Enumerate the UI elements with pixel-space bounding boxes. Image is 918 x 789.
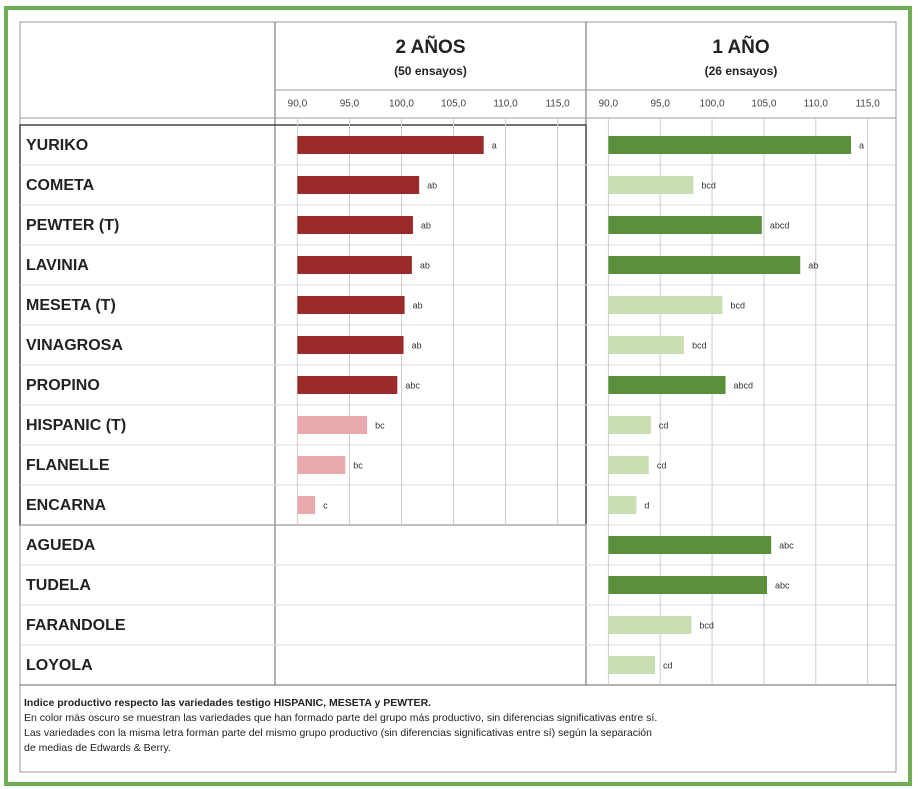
row-label: YURIKO	[26, 137, 88, 154]
bar	[608, 296, 723, 314]
bar	[608, 256, 801, 274]
row-label: TUDELA	[26, 577, 91, 594]
row-label: AGUEDA	[26, 537, 96, 554]
group-letter: cd	[657, 460, 667, 470]
group-letter: bcd	[692, 340, 707, 350]
bar	[297, 256, 412, 274]
row-label: PEWTER (T)	[26, 217, 119, 234]
group-letter: bcd	[730, 300, 745, 310]
bar	[608, 336, 685, 354]
bar	[608, 656, 656, 674]
group-letter: abcd	[770, 220, 790, 230]
group-letter: bc	[375, 420, 385, 430]
panel-subtitle: (26 ensayos)	[705, 64, 778, 78]
group-letter: abc	[405, 380, 420, 390]
group-letter: cd	[663, 660, 673, 670]
row-label: MESETA (T)	[26, 297, 116, 314]
bar	[608, 576, 768, 594]
group-letter: d	[644, 500, 649, 510]
x-tick-label: 100,0	[700, 99, 725, 110]
x-tick-label: 95,0	[650, 99, 670, 110]
x-tick-label: 115,0	[855, 99, 880, 110]
bar	[608, 496, 637, 514]
group-letter: bc	[353, 460, 363, 470]
bar	[608, 376, 726, 394]
x-tick-label: 105,0	[441, 99, 466, 110]
note: Las variedades con la misma letra forman…	[24, 727, 652, 739]
row-label: FARANDOLE	[26, 617, 126, 634]
row-label: COMETA	[26, 177, 95, 194]
group-letter: abc	[775, 580, 790, 590]
panel-subtitle: (50 ensayos)	[394, 64, 467, 78]
row-label: FLANELLE	[26, 457, 110, 474]
row-label: ENCARNA	[26, 497, 106, 514]
group-letter: ab	[421, 220, 431, 230]
bar	[297, 496, 316, 514]
group-letter: ab	[420, 260, 430, 270]
group-letter: cd	[659, 420, 669, 430]
x-tick-label: 115,0	[545, 99, 570, 110]
bar	[608, 616, 692, 634]
note: En color más oscuro se muestran las vari…	[24, 712, 657, 724]
x-tick-label: 90,0	[599, 99, 619, 110]
group-letter: ab	[808, 260, 818, 270]
group-letter: abc	[779, 540, 794, 550]
row-label: PROPINO	[26, 377, 100, 394]
panel-title: 1 AÑO	[712, 36, 769, 58]
x-tick-label: 100,0	[389, 99, 414, 110]
x-tick-label: 90,0	[288, 99, 308, 110]
note: Indice productivo respecto las variedade…	[24, 697, 431, 709]
bar	[297, 456, 346, 474]
bar	[608, 176, 694, 194]
group-letter: ab	[427, 180, 437, 190]
group-letter: bcd	[701, 180, 716, 190]
bar	[297, 136, 484, 154]
bar	[297, 416, 368, 434]
bar	[608, 216, 762, 234]
group-letter: a	[492, 140, 497, 150]
x-tick-label: 110,0	[804, 99, 829, 110]
group-letter: a	[859, 140, 864, 150]
group-letter: ab	[413, 300, 423, 310]
group-letter: bcd	[699, 620, 714, 630]
panel-title: 2 AÑOS	[395, 36, 465, 58]
bar	[297, 296, 405, 314]
x-tick-label: 95,0	[340, 99, 360, 110]
bar	[297, 216, 413, 234]
bar	[608, 416, 651, 434]
bar	[608, 136, 852, 154]
x-tick-label: 105,0	[751, 99, 776, 110]
group-letter: abcd	[734, 380, 754, 390]
group-letter: ab	[412, 340, 422, 350]
group-letter: c	[323, 500, 328, 510]
bar	[297, 376, 398, 394]
note: de medias de Edwards & Berry.	[24, 742, 171, 754]
row-label: VINAGROSA	[26, 337, 123, 354]
bar	[608, 456, 649, 474]
row-label: LOYOLA	[26, 657, 93, 674]
bar	[297, 336, 404, 354]
bar	[608, 536, 772, 554]
bar	[297, 176, 420, 194]
row-label: HISPANIC (T)	[26, 417, 126, 434]
x-tick-label: 110,0	[493, 99, 518, 110]
row-label: LAVINIA	[26, 257, 89, 274]
